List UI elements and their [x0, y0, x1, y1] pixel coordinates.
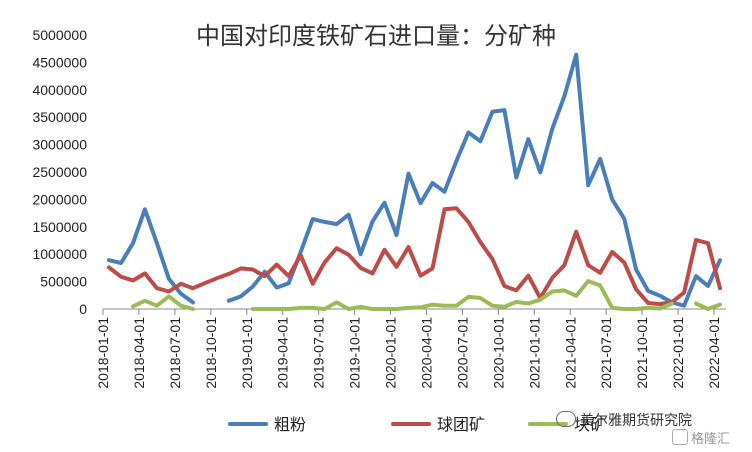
- y-tick-label: 3500000: [32, 109, 87, 125]
- legend-label: 球团矿: [437, 415, 485, 434]
- logo-icon: [672, 429, 688, 445]
- x-tick-label: 2022-01-01: [670, 317, 686, 389]
- legend-label: 粗粉: [274, 415, 306, 434]
- x-tick-label: 2020-10-01: [490, 317, 506, 389]
- x-tick-label: 2021-07-01: [598, 317, 614, 389]
- x-tick-label: 2021-01-01: [526, 317, 542, 389]
- x-tick-label: 2019-01-01: [239, 317, 255, 389]
- chart-title: 中国对印度铁矿石进口量：分矿种: [196, 22, 556, 50]
- watermark: 美尔雅期货研究院: [556, 410, 692, 430]
- y-tick-label: 500000: [40, 274, 87, 290]
- x-tick-label: 2019-07-01: [311, 317, 327, 389]
- x-tick-label: 2018-01-01: [95, 317, 111, 389]
- corner-watermark: 格隆汇: [672, 428, 730, 447]
- x-tick-label: 2019-04-01: [275, 317, 291, 389]
- x-tick-label: 2018-04-01: [131, 317, 147, 389]
- corner-watermark-text: 格隆汇: [691, 432, 731, 447]
- series-lines: [107, 52, 722, 311]
- x-tick-label: 2018-10-01: [203, 317, 219, 389]
- y-tick-label: 1000000: [32, 246, 87, 262]
- legend: 粗粉 球团矿 块矿: [228, 415, 606, 434]
- y-tick-label: 0: [79, 301, 87, 317]
- legend-label: 块矿: [574, 415, 606, 434]
- y-tick-label: 5000000: [32, 27, 87, 43]
- x-tick-label: 2020-04-01: [418, 317, 434, 389]
- y-axis: 0 500000 1000000 1500000 2000000 2500000 30000…: [32, 27, 87, 317]
- y-tick-label: 4000000: [32, 82, 87, 98]
- x-tick-label: 2019-10-01: [347, 317, 363, 389]
- series-line-1: [107, 206, 722, 307]
- series-line-2: [131, 279, 722, 311]
- x-tick-label: 2022-04-01: [706, 317, 722, 389]
- x-tick-label: 2021-10-01: [634, 317, 650, 389]
- x-axis: 2018-01-01 2018-04-01 2018-07-01 2018-10-01…: [95, 308, 726, 389]
- y-tick-label: 2500000: [32, 164, 87, 180]
- series-line-0: [107, 52, 722, 308]
- y-tick-label: 3000000: [32, 137, 87, 153]
- watermark-text: 美尔雅期货研究院: [580, 413, 692, 429]
- y-tick-label: 2000000: [32, 191, 87, 207]
- x-tick-label: 2020-07-01: [454, 317, 470, 389]
- x-tick-label: 2018-07-01: [167, 317, 183, 389]
- y-tick-label: 1500000: [32, 219, 87, 235]
- wechat-icon: [556, 411, 576, 427]
- x-tick-label: 2020-01-01: [383, 317, 399, 389]
- y-tick-label: 4500000: [32, 54, 87, 70]
- x-tick-label: 2021-04-01: [562, 317, 578, 389]
